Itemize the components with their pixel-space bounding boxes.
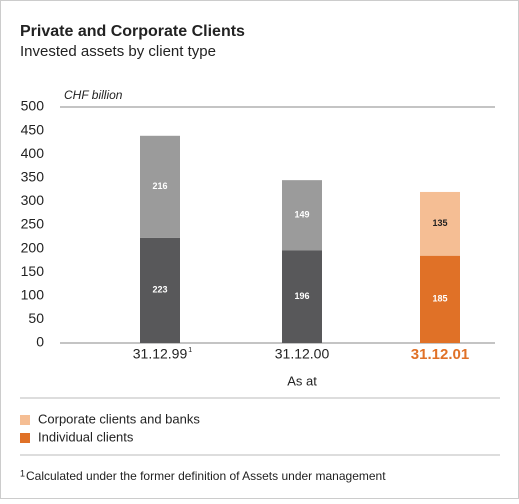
bar-segment bbox=[282, 250, 322, 343]
value-label: 149 bbox=[294, 210, 309, 220]
x-tick-label: 31.12.01 bbox=[411, 346, 469, 363]
legend-label: Individual clients bbox=[38, 429, 134, 444]
value-label: 216 bbox=[152, 181, 167, 191]
y-tick-label: 0 bbox=[36, 334, 44, 350]
bar-segment bbox=[420, 255, 460, 343]
bar-segment bbox=[420, 191, 460, 256]
y-tick-label: 350 bbox=[21, 169, 45, 185]
y-tick-label: 250 bbox=[21, 216, 45, 232]
y-tick-label: 100 bbox=[21, 287, 45, 303]
y-tick-label: 50 bbox=[28, 310, 44, 326]
legend-swatch bbox=[20, 433, 30, 443]
legend-swatch bbox=[20, 415, 30, 425]
y-tick-label: 500 bbox=[21, 98, 45, 114]
bar-segment bbox=[282, 180, 322, 251]
x-tick-label: 31.12.00 bbox=[275, 346, 330, 362]
y-tick-label: 200 bbox=[21, 239, 45, 255]
footnote: Calculated under the former definition o… bbox=[26, 469, 386, 483]
chart-subtitle: Invested assets by client type bbox=[20, 43, 216, 60]
legend-label: Corporate clients and banks bbox=[38, 411, 200, 426]
bar-segment bbox=[140, 135, 180, 238]
bar-segment bbox=[140, 237, 180, 343]
value-label: 135 bbox=[432, 218, 447, 228]
value-label: 185 bbox=[432, 294, 447, 304]
value-label: 223 bbox=[152, 285, 167, 295]
footnote-marker: 1 bbox=[188, 347, 192, 354]
x-axis-label: As at bbox=[287, 373, 317, 388]
y-tick-label: 450 bbox=[21, 121, 45, 137]
y-tick-label: 150 bbox=[21, 263, 45, 279]
value-label: 196 bbox=[294, 291, 309, 301]
x-tick-label: 31.12.99 bbox=[133, 346, 188, 362]
y-tick-label: 400 bbox=[21, 145, 45, 161]
chart-title: Private and Corporate Clients bbox=[20, 23, 245, 40]
y-tick-label: 300 bbox=[21, 192, 45, 208]
unit-label: CHF billion bbox=[64, 88, 123, 102]
footnote-marker: 1 bbox=[20, 468, 25, 478]
